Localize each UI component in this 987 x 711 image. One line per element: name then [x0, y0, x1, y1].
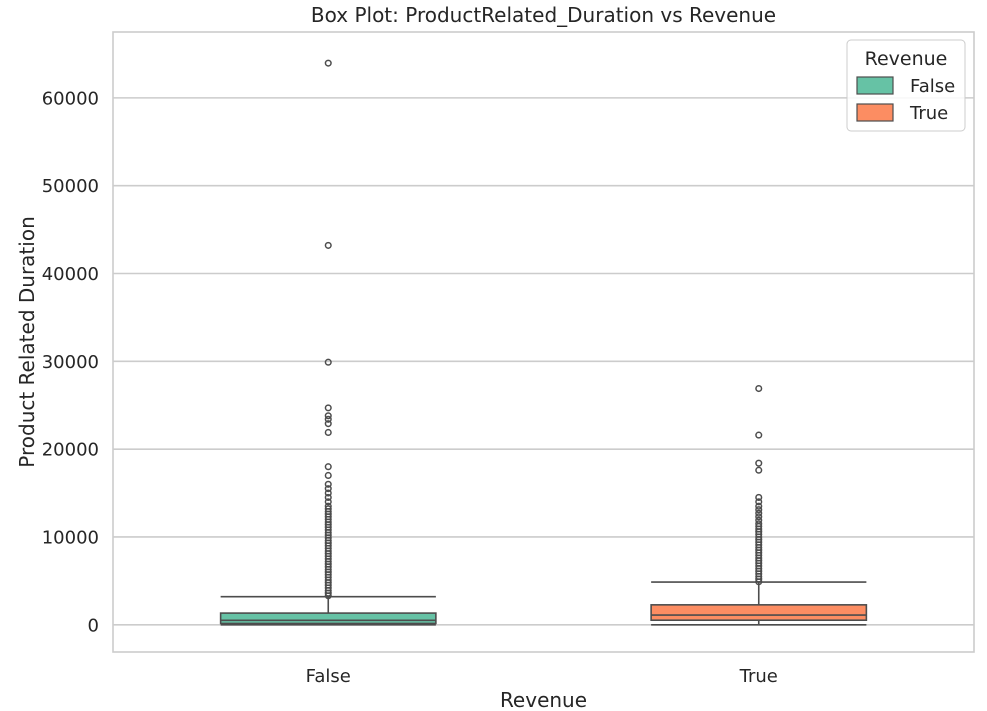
legend: Revenue False True [846, 39, 966, 132]
outlier-point-false-39 [324, 480, 332, 488]
box-group-true [650, 384, 868, 626]
y-tick-labels: 0 10000 20000 30000 40000 50000 60000 [42, 88, 99, 636]
box-group-false [219, 59, 437, 626]
outlier-point-false-44 [324, 415, 332, 423]
x-tick-label-false: False [306, 666, 351, 687]
outlier-point-true-28 [755, 498, 763, 506]
x-tick-labels: False True [306, 666, 778, 687]
y-tick-label-40000: 40000 [42, 264, 99, 285]
chart-title: Box Plot: ProductRelated_Duration vs Rev… [311, 3, 776, 27]
outlier-point-false-34 [324, 502, 332, 510]
y-tick-label-20000: 20000 [42, 440, 99, 461]
gridlines [113, 97, 974, 626]
legend-label-false: False [910, 76, 955, 97]
y-tick-label-50000: 50000 [42, 176, 99, 197]
outlier-point-true-32 [755, 431, 763, 439]
outlier-point-true-26 [755, 506, 763, 514]
box-iqr-false [219, 612, 437, 625]
legend-label-true: True [909, 103, 948, 124]
outlier-point-true-31 [755, 459, 763, 467]
outlier-point-false-49 [324, 59, 332, 67]
boxes-layer [219, 59, 868, 626]
outlier-point-false-40 [324, 471, 332, 480]
outlier-point-false-43 [324, 420, 332, 428]
outlier-point-false-41 [324, 463, 332, 471]
outlier-point-false-38 [324, 485, 332, 493]
y-axis-label: Product Related Duration [15, 216, 39, 467]
outlier-point-false-47 [324, 358, 332, 366]
legend-swatch-true [856, 103, 894, 122]
outlier-point-true-33 [755, 384, 763, 393]
plot-frame [112, 31, 975, 653]
y-tick-label-60000: 60000 [42, 88, 99, 109]
outlier-point-false-48 [324, 241, 332, 249]
outlier-point-true-25 [755, 509, 763, 517]
outlier-point-false-42 [324, 428, 332, 437]
x-axis-label: Revenue [500, 688, 587, 711]
y-tick-label-0: 0 [88, 615, 99, 636]
outlier-point-false-37 [324, 489, 332, 497]
outlier-point-true-27 [755, 502, 763, 510]
x-tick-label-true: True [739, 666, 778, 687]
outlier-point-true-22 [755, 520, 763, 528]
outlier-point-false-33 [324, 505, 332, 513]
outlier-point-false-36 [324, 493, 332, 501]
outlier-point-true-24 [755, 513, 763, 521]
outlier-point-false-46 [324, 404, 332, 412]
outlier-point-true-30 [755, 466, 763, 474]
y-tick-label-10000: 10000 [42, 527, 99, 548]
outlier-point-true-23 [755, 516, 763, 524]
outlier-point-true-29 [755, 493, 763, 501]
legend-swatch-false [856, 76, 894, 95]
outlier-point-false-35 [324, 498, 332, 506]
y-tick-label-30000: 30000 [42, 352, 99, 373]
outlier-point-false-45 [324, 412, 332, 420]
legend-title: Revenue [865, 48, 948, 70]
box-iqr-true [650, 604, 868, 622]
plot-area [113, 32, 974, 652]
